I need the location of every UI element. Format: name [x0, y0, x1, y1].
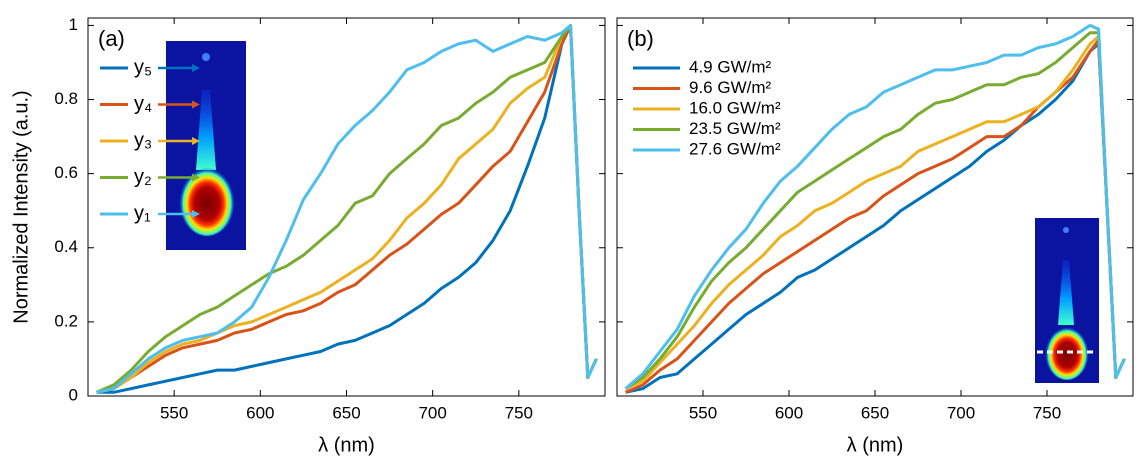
y-tick-label: 0.2	[54, 311, 78, 330]
x-tick-label: 750	[505, 403, 533, 422]
x-tick-label: 650	[332, 403, 360, 422]
spectrum-line	[624, 23, 1126, 390]
panel-label: (a)	[98, 26, 125, 51]
x-tick-label: 600	[775, 403, 803, 422]
x-axis-title: λ (nm)	[318, 434, 375, 456]
legend-label: 27.6 GW/m²	[689, 139, 781, 158]
spectrum-line	[96, 23, 598, 394]
spectrum-line	[624, 31, 1126, 390]
x-tick-label: 550	[689, 403, 717, 422]
y-axis-title: Normalized Intensity (a.u.)	[10, 90, 32, 323]
x-tick-label: 600	[246, 403, 274, 422]
y-tick-label: 0.8	[54, 89, 78, 108]
legend-label: 9.6 GW/m²	[689, 78, 772, 97]
legend-arrowhead	[192, 173, 200, 182]
spectrum-line	[96, 23, 598, 394]
legend-label: y₁	[134, 202, 151, 224]
inset-a	[166, 41, 246, 250]
x-axis-title: λ (nm)	[847, 434, 904, 456]
x-tick-label: 650	[861, 403, 889, 422]
legend-arrowhead	[192, 100, 200, 109]
legend-label: y₂	[134, 166, 152, 188]
y-tick-label: 0.6	[54, 163, 78, 182]
x-tick-label: 550	[160, 403, 188, 422]
inset-b	[1035, 218, 1099, 383]
legend-label: y₃	[134, 129, 152, 151]
spectrum-line	[96, 23, 598, 394]
legend-label: 4.9 GW/m²	[689, 57, 772, 76]
spectrum-line	[625, 42, 1126, 394]
legend-label: 23.5 GW/m²	[689, 119, 781, 138]
legend-arrowhead	[192, 137, 200, 145]
legend-arrowhead	[192, 210, 200, 218]
legend-label: y₅	[134, 56, 152, 78]
x-tick-label: 700	[947, 403, 975, 422]
x-tick-label: 750	[1033, 403, 1061, 422]
panels: 550 600 650 700 750 0 0.2 0.4 0.6 0.8 1 λ (nm) Norma…	[10, 15, 1134, 456]
spectrum-line	[625, 35, 1126, 390]
y-tick-label: 0	[69, 385, 78, 404]
spectrum-line	[625, 38, 1126, 394]
plot-frame	[87, 17, 606, 397]
y-tick-label: 0.4	[54, 237, 78, 256]
spectrum-line	[96, 23, 598, 394]
plot-frame	[616, 17, 1134, 397]
spectrum-line	[96, 23, 598, 394]
y-tick-label: 1	[69, 15, 78, 34]
legend-label: y₄	[134, 93, 152, 115]
legend-arrowhead	[192, 64, 200, 72]
legend-label: 16.0 GW/m²	[689, 98, 781, 117]
x-tick-label: 700	[418, 403, 446, 422]
panel-label: (b)	[627, 26, 654, 51]
